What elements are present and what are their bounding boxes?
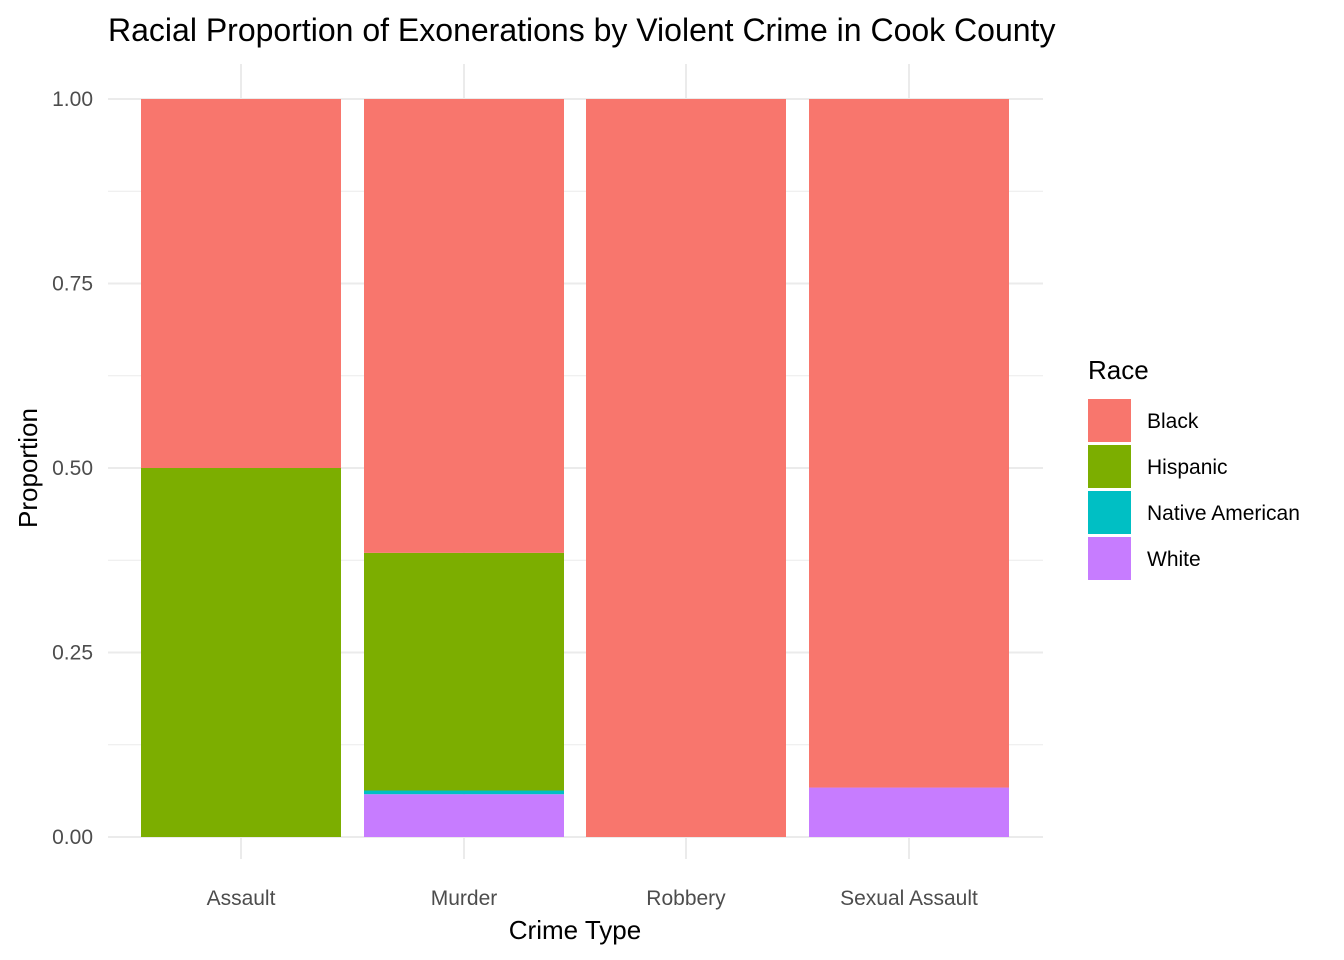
x-tick-label: Murder <box>431 887 498 910</box>
bars <box>141 99 1009 837</box>
legend-label: Black <box>1147 410 1199 433</box>
y-axis-title: Proportion <box>13 408 43 528</box>
x-tick-label: Sexual Assault <box>840 887 978 910</box>
legend-key-white <box>1088 537 1131 580</box>
y-tick-label: 1.00 <box>52 88 93 111</box>
y-axis-ticks: 0.00 0.25 0.50 0.75 1.00 <box>52 88 93 849</box>
bar-murder-hispanic <box>364 552 564 791</box>
y-tick-label: 0.50 <box>52 457 93 480</box>
y-tick-label: 0.75 <box>52 273 93 296</box>
x-axis-ticks: Assault Murder Robbery Sexual Assault <box>207 887 978 910</box>
y-tick-label: 0.25 <box>52 642 93 665</box>
x-tick-label: Assault <box>207 887 276 910</box>
legend-key-native-american <box>1088 491 1131 534</box>
x-axis-title: Crime Type <box>509 915 641 945</box>
bar-murder-native-american <box>364 790 564 795</box>
y-tick-label: 0.00 <box>52 826 93 849</box>
x-tick-label: Robbery <box>646 887 726 910</box>
legend-title: Race <box>1088 355 1149 385</box>
bar-sexual-assault-white <box>809 787 1009 837</box>
legend-key-hispanic <box>1088 445 1131 488</box>
bar-assault-black <box>141 99 341 468</box>
legend-key-black <box>1088 399 1131 442</box>
bar-murder-black <box>364 99 564 553</box>
bar-murder-white <box>364 794 564 837</box>
legend: Race Black Hispanic Native American White <box>1088 355 1300 580</box>
bar-sexual-assault-black <box>809 99 1009 788</box>
chart-title: Racial Proportion of Exonerations by Vio… <box>108 12 1055 48</box>
legend-label: White <box>1147 548 1201 571</box>
legend-label: Native American <box>1147 502 1300 525</box>
bar-robbery-black <box>586 99 786 837</box>
bar-assault-hispanic <box>141 468 341 837</box>
legend-label: Hispanic <box>1147 456 1228 479</box>
